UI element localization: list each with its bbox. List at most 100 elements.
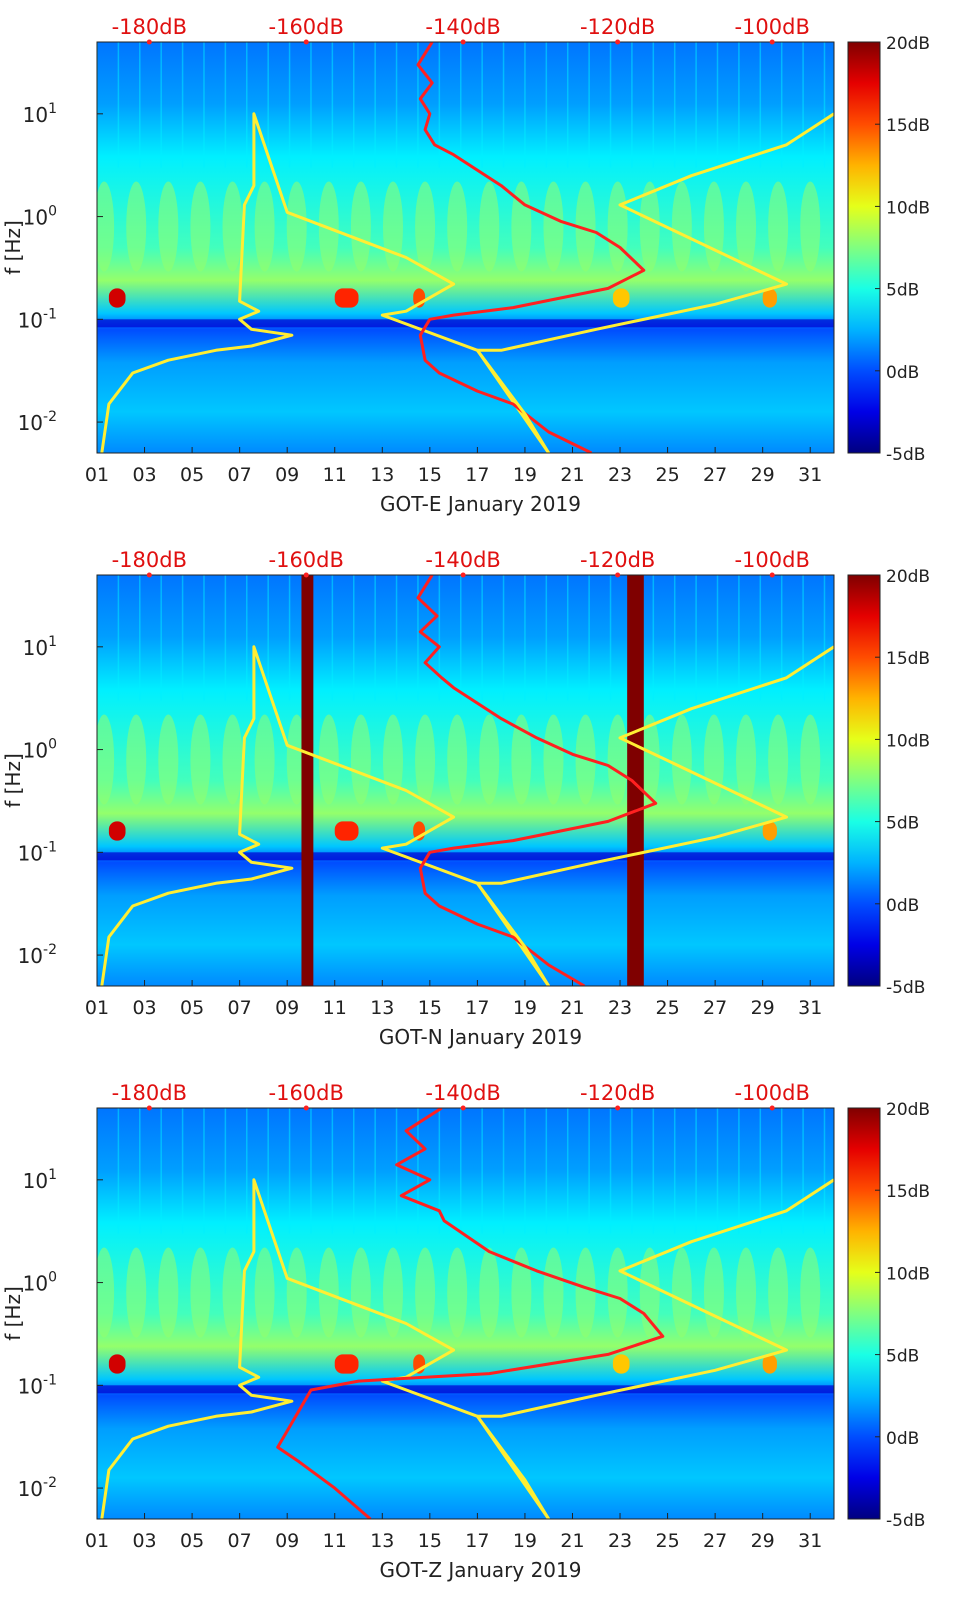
microseism-blob <box>126 1247 147 1338</box>
microseism-blob <box>768 714 789 805</box>
microseism-blob <box>671 181 692 272</box>
x-tick-label: 07 <box>228 464 252 486</box>
microseism-blob <box>703 1247 724 1338</box>
microseism-blob <box>703 714 724 805</box>
microseism-blob <box>382 1247 403 1338</box>
top-axis-label: -160dB <box>269 548 344 572</box>
microseism-blob <box>97 1247 115 1338</box>
x-tick-label: 05 <box>180 997 204 1019</box>
microseism-blob <box>511 1247 532 1338</box>
heatmap-area <box>97 1108 834 1519</box>
microseism-blob <box>703 181 724 272</box>
colorbar-tick-label: 10dB <box>886 731 930 751</box>
microseism-blob <box>543 714 564 805</box>
data-dropout <box>627 575 644 986</box>
x-tick-label: 17 <box>465 1530 489 1552</box>
top-axis-label: -180dB <box>112 1081 187 1105</box>
microseism-blob <box>447 1247 468 1338</box>
top-axis-label: -120dB <box>580 1081 655 1105</box>
microseism-blob <box>415 181 436 272</box>
x-axis-label: GOT-E January 2019 <box>380 492 581 516</box>
spectrogram-svg: 01 03 05 07 09 11 13 15 17 19 21 23 25 27 29 31 GOT-N Ja… <box>1 548 930 1049</box>
x-tick-label: 11 <box>323 464 347 486</box>
microseism-blob <box>575 181 596 272</box>
top-axis-tick <box>615 572 621 578</box>
dark-band <box>97 852 834 861</box>
colorbar-tick-label: -5dB <box>886 445 925 465</box>
colorbar-tick-label: 20dB <box>886 1100 930 1120</box>
y-tick-label: 101 <box>23 101 57 127</box>
microseism-blob <box>158 181 179 272</box>
y-tick-label: 10-2 <box>18 1475 57 1501</box>
x-axis-label: GOT-Z January 2019 <box>380 1558 582 1582</box>
microseism-blob <box>639 714 660 805</box>
heat-band <box>762 288 777 308</box>
top-axis-label: -120dB <box>580 548 655 572</box>
top-axis-tick <box>769 1105 775 1111</box>
microseism-blob <box>222 714 243 805</box>
noise-model-line <box>475 112 834 453</box>
x-tick-label: 27 <box>703 997 727 1019</box>
x-tick-label: 25 <box>655 1530 679 1552</box>
top-axis-label: -140dB <box>425 15 500 39</box>
top-axis-tick <box>769 572 775 578</box>
top-axis-tick <box>146 39 152 45</box>
x-tick-label: 07 <box>228 997 252 1019</box>
x-tick-label: 19 <box>513 1530 537 1552</box>
y-tick-label: 10-1 <box>18 839 57 865</box>
top-axis-tick <box>460 572 466 578</box>
noise-model-line <box>100 1178 550 1519</box>
colorbar-tick-label: 0dB <box>886 363 919 383</box>
x-tick-label: 03 <box>132 997 156 1019</box>
y-tick-label: 101 <box>23 1167 57 1193</box>
heat-band <box>108 821 126 841</box>
x-tick-label: 23 <box>608 1530 632 1552</box>
y-tick-label: 100 <box>23 737 57 763</box>
y-tick-label: 100 <box>23 1270 57 1296</box>
top-axis-tick <box>303 39 309 45</box>
microseism-blob <box>607 714 628 805</box>
heatmap-area <box>97 575 834 986</box>
x-tick-label: 27 <box>703 464 727 486</box>
x-tick-label: 07 <box>228 1530 252 1552</box>
x-tick-label: 15 <box>418 1530 442 1552</box>
heatmap-area <box>97 42 834 453</box>
x-tick-label: 25 <box>655 997 679 1019</box>
microseism-blob <box>543 1247 564 1338</box>
top-axis-tick <box>460 1105 466 1111</box>
top-axis-tick <box>146 572 152 578</box>
microseism-blob <box>415 714 436 805</box>
microseism-blob <box>382 714 403 805</box>
colorbar-tick-label: 15dB <box>886 116 930 136</box>
heat-band <box>762 821 777 841</box>
dark-band <box>97 319 834 328</box>
x-tick-label: 17 <box>465 997 489 1019</box>
colorbar-tick-label: 10dB <box>886 198 930 218</box>
x-tick-label: 21 <box>560 997 584 1019</box>
spectrogram-svg: 01 03 05 07 09 11 13 15 17 19 21 23 25 27 29 31 GOT-Z Ja… <box>1 1081 930 1582</box>
microseism-blob <box>415 1247 436 1338</box>
x-tick-label: 03 <box>132 1530 156 1552</box>
x-tick-label: 09 <box>275 997 299 1019</box>
colorbar-tick-label: 5dB <box>886 281 919 301</box>
microseism-blob <box>126 714 147 805</box>
top-axis-label: -160dB <box>269 15 344 39</box>
microseism-blob <box>800 714 821 805</box>
x-tick-label: 19 <box>513 997 537 1019</box>
colorbar-tick-label: 0dB <box>886 1429 919 1449</box>
heat-band <box>612 288 630 308</box>
noise-model-line <box>276 1108 665 1519</box>
dark-band <box>97 1385 834 1394</box>
top-axis-tick <box>303 572 309 578</box>
noise-model-line <box>475 645 834 986</box>
microseism-blob <box>607 181 628 272</box>
heat-band <box>762 1354 777 1374</box>
colorbar-tick-label: -5dB <box>886 1511 925 1531</box>
microseism-blob <box>447 181 468 272</box>
colorbar <box>847 1107 881 1520</box>
microseism-blob <box>126 181 147 272</box>
heat-band <box>612 1354 630 1374</box>
x-tick-label: 15 <box>418 997 442 1019</box>
microseism-blob <box>607 1247 628 1338</box>
